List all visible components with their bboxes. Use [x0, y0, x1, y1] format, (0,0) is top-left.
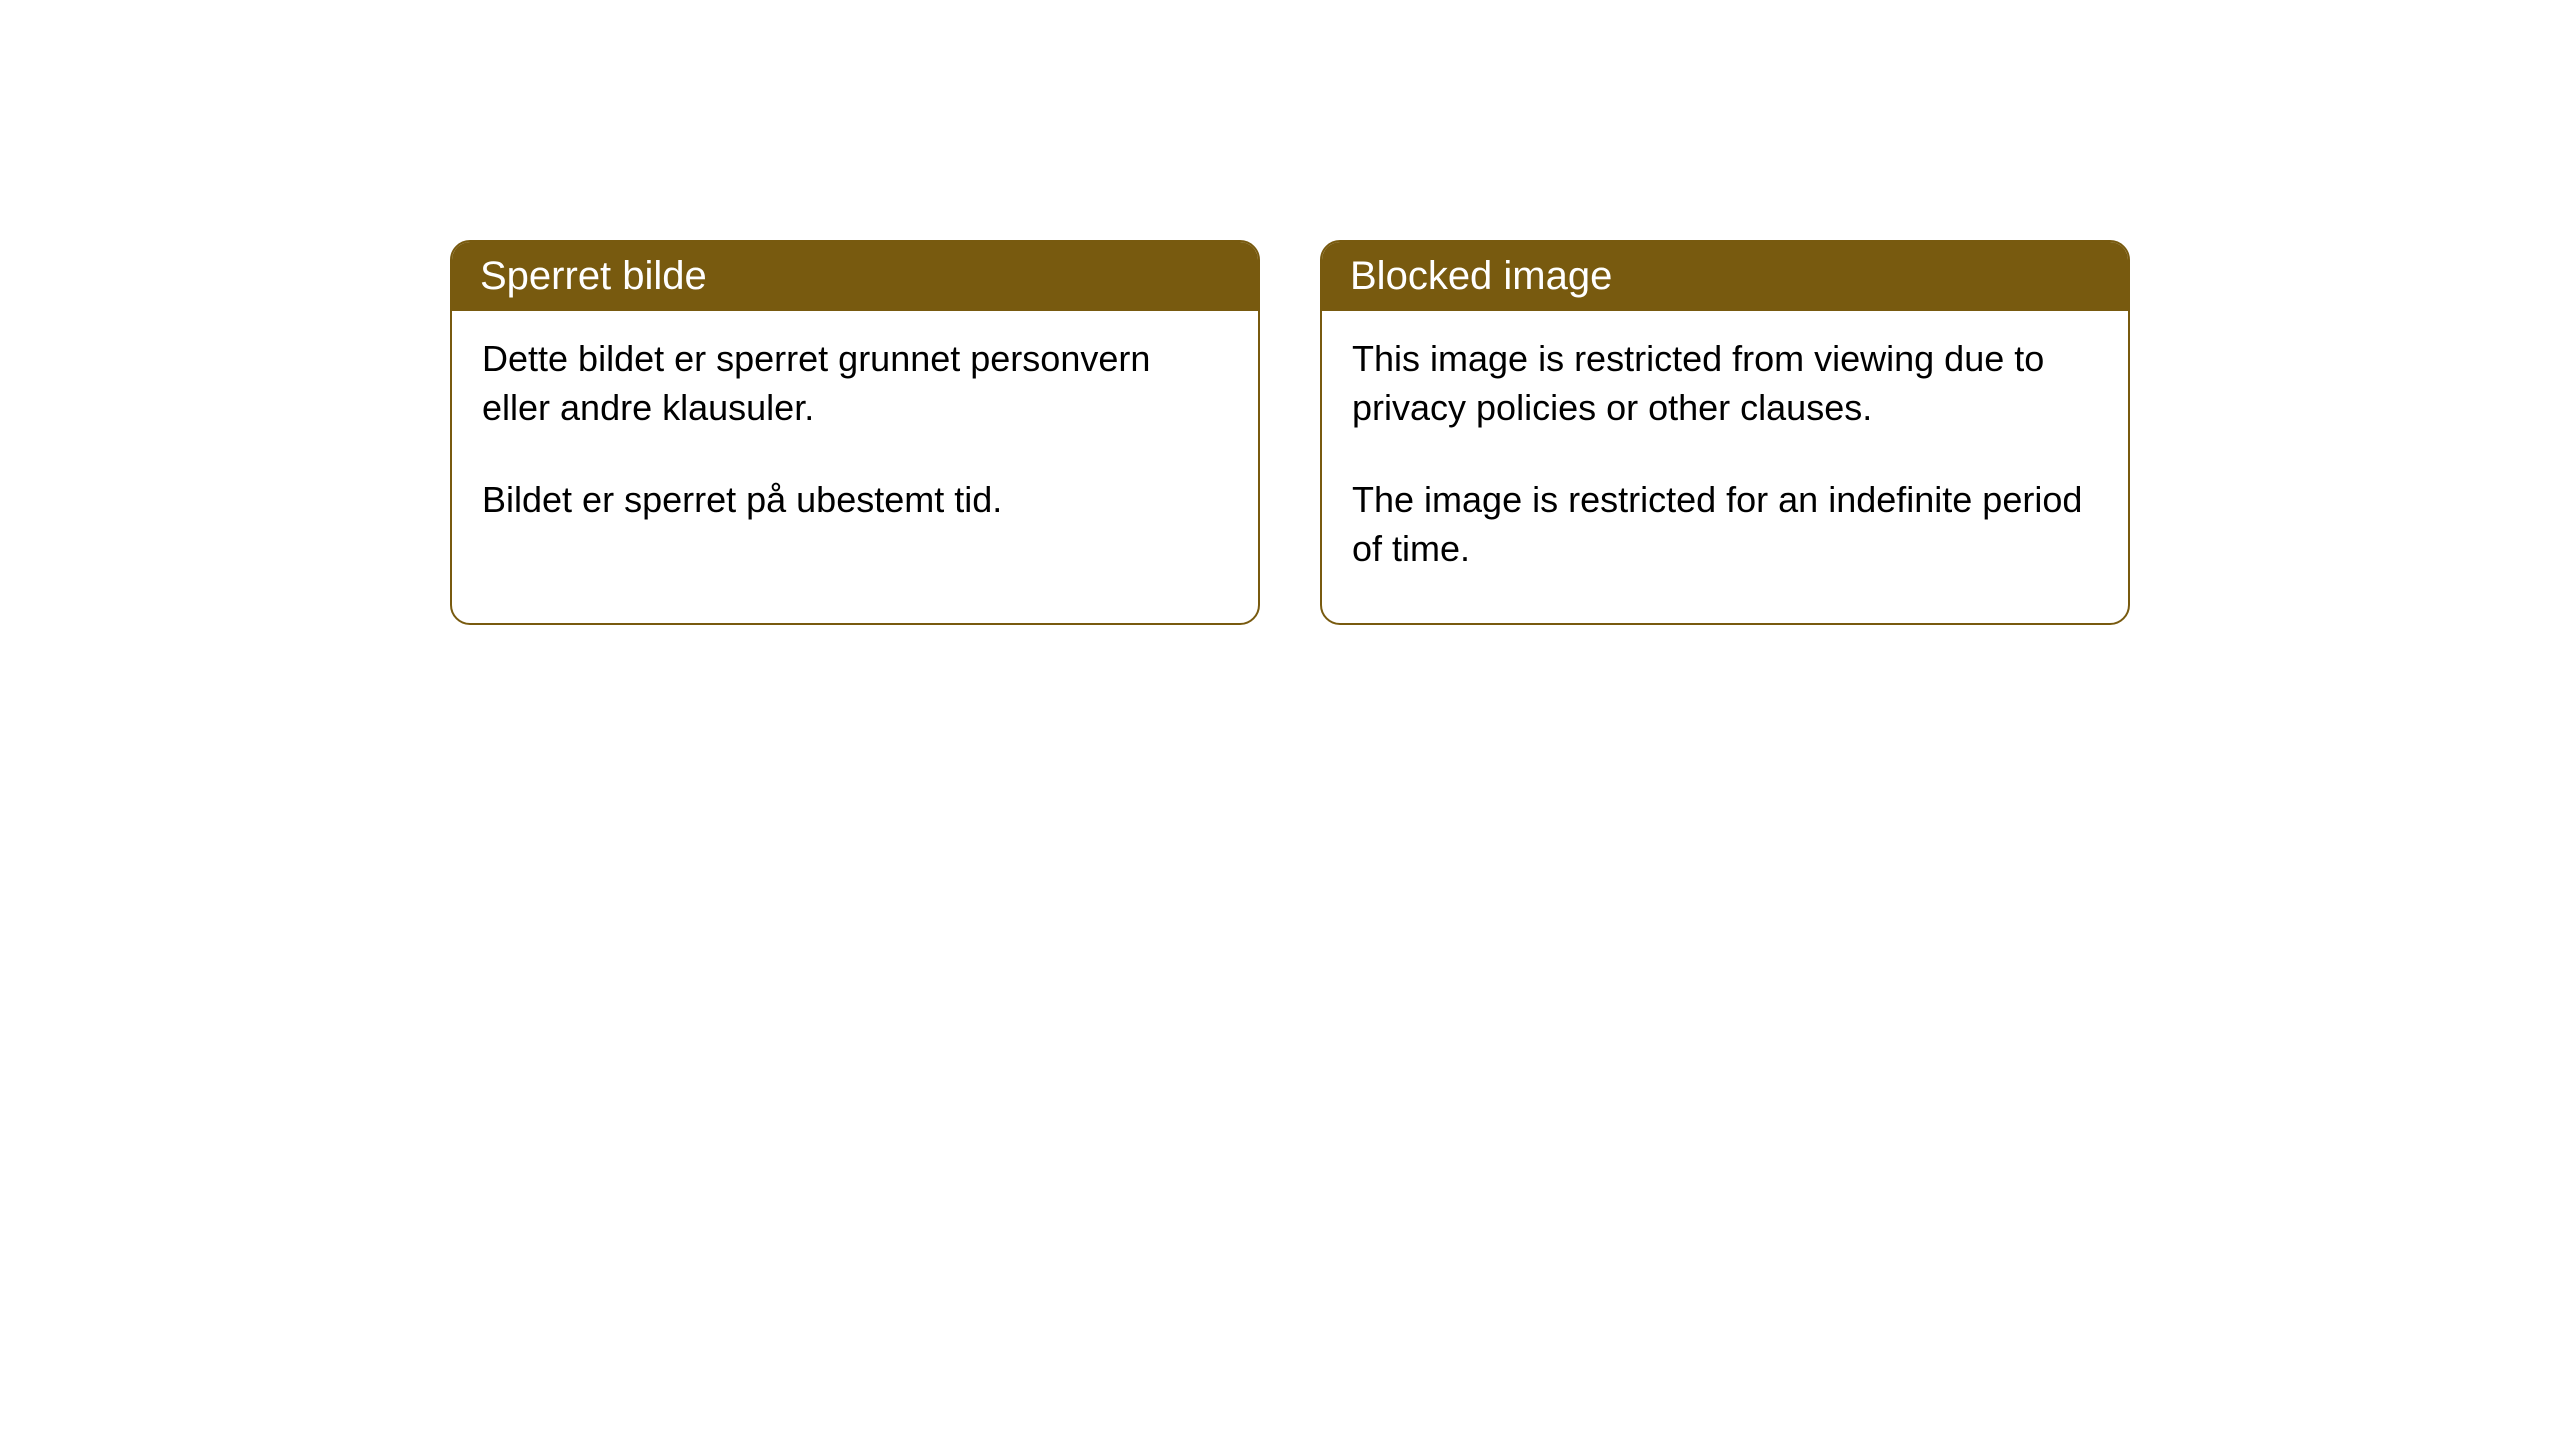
card-norwegian-para2: Bildet er sperret på ubestemt tid.	[482, 476, 1228, 525]
card-english-body: This image is restricted from viewing du…	[1322, 311, 2128, 623]
card-english-para1: This image is restricted from viewing du…	[1352, 335, 2098, 432]
card-norwegian-para1: Dette bildet er sperret grunnet personve…	[482, 335, 1228, 432]
card-english-title: Blocked image	[1350, 254, 1612, 298]
card-norwegian-header: Sperret bilde	[452, 242, 1258, 311]
cards-container: Sperret bilde Dette bildet er sperret gr…	[0, 0, 2560, 625]
card-english-header: Blocked image	[1322, 242, 2128, 311]
card-english-para2: The image is restricted for an indefinit…	[1352, 476, 2098, 573]
card-norwegian: Sperret bilde Dette bildet er sperret gr…	[450, 240, 1260, 625]
card-norwegian-title: Sperret bilde	[480, 254, 707, 298]
card-norwegian-body: Dette bildet er sperret grunnet personve…	[452, 311, 1258, 575]
card-english: Blocked image This image is restricted f…	[1320, 240, 2130, 625]
